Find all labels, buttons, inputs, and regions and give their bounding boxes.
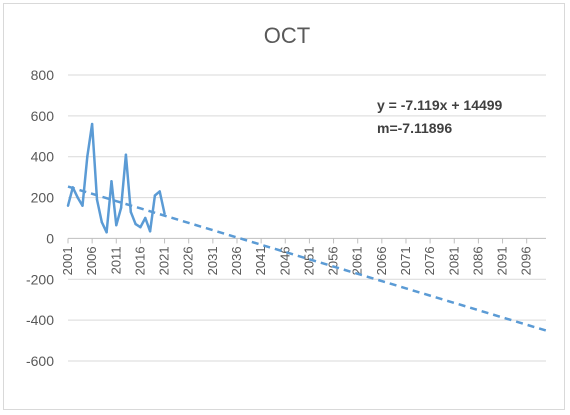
- data-point: [124, 153, 128, 156]
- data-point: [66, 204, 70, 207]
- x-tick-label: 2081: [446, 246, 461, 275]
- x-tick-label: 2086: [470, 246, 485, 275]
- x-tick-label: 2016: [132, 246, 147, 275]
- data-point: [158, 190, 161, 193]
- gridlines: [68, 74, 546, 362]
- y-tick-label: 800: [31, 67, 55, 83]
- data-point: [134, 222, 137, 226]
- x-tick-label: 2001: [60, 246, 75, 275]
- y-tick-label: -400: [26, 312, 54, 328]
- x-tick-label: 2091: [495, 246, 510, 275]
- y-tick-label: -600: [26, 353, 54, 369]
- data-point: [139, 225, 142, 229]
- x-tick-label: 2026: [181, 246, 196, 275]
- x-tick-label: 2011: [108, 246, 123, 274]
- series-layer: [66, 122, 547, 332]
- y-tick-label: 400: [31, 149, 55, 165]
- data-point: [129, 210, 132, 214]
- x-tick-label: 2076: [422, 246, 437, 275]
- x-tick-label: 2071: [398, 246, 413, 275]
- y-axis-ticks: 800 600 400 200 0 -200 -400 -600: [26, 67, 54, 369]
- chart-frame: [3, 3, 565, 410]
- data-point: [110, 180, 113, 183]
- data-point: [163, 212, 166, 216]
- data-point: [90, 122, 94, 126]
- x-tick-label: 2096: [519, 246, 534, 275]
- trendline-equation: y = -7.119x + 14499: [377, 97, 503, 113]
- x-tick-label: 2051: [301, 246, 316, 275]
- trendline-slope: m=-7.11896: [377, 120, 452, 136]
- data-point: [105, 231, 108, 234]
- x-tick-label: 2031: [205, 246, 220, 275]
- data-point: [144, 216, 147, 220]
- data-point: [76, 196, 79, 199]
- data-point: [115, 223, 118, 227]
- series-line: [66, 122, 166, 234]
- chart-title: OCT: [264, 23, 310, 48]
- y-tick-label: 200: [31, 190, 55, 206]
- x-tick-label: 2056: [326, 246, 341, 275]
- x-tick-label: 2041: [253, 246, 268, 275]
- data-point: [95, 198, 99, 201]
- y-tick-label: -200: [26, 271, 54, 287]
- data-point: [119, 206, 123, 209]
- x-tick-label: 2036: [229, 246, 244, 275]
- data-point: [86, 155, 89, 158]
- data-point: [153, 194, 157, 197]
- x-tick-label: 2006: [84, 246, 99, 275]
- data-point: [100, 220, 103, 224]
- data-point: [71, 186, 75, 189]
- y-tick-label: 600: [31, 108, 55, 124]
- data-point: [148, 230, 152, 233]
- x-tick-label: 2061: [350, 246, 365, 275]
- x-tick-label: 2021: [157, 246, 172, 275]
- y-tick-label: 0: [46, 230, 54, 246]
- data-point: [81, 204, 84, 207]
- x-tick-label: 2066: [374, 246, 389, 275]
- x-axis-ticks: 2001 2006 2011 2016 2021 2026 2031 2036 2041 2046…: [60, 238, 534, 275]
